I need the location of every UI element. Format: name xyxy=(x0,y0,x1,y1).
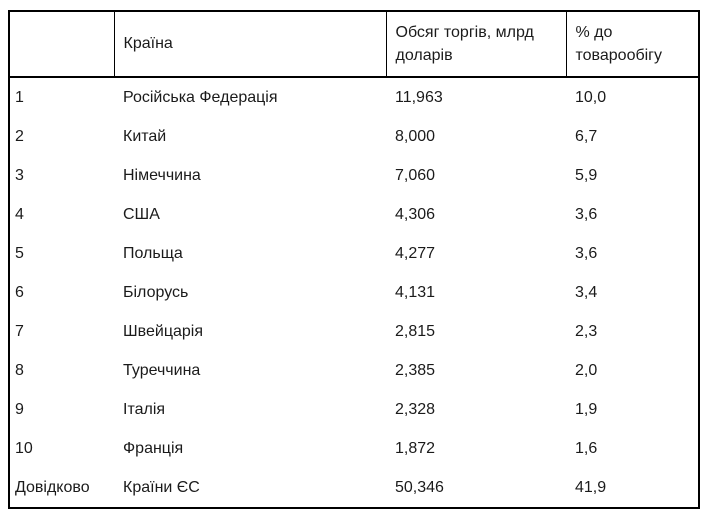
table-row: 1 Російська Федерація 11,963 10,0 xyxy=(9,77,699,117)
cell-rank: 2 xyxy=(15,127,24,145)
cell-rank: 1 xyxy=(15,88,24,106)
cell-volume: 4,306 xyxy=(395,205,436,223)
cell-country: Франція xyxy=(123,439,184,457)
cell-percent: 6,7 xyxy=(575,127,598,145)
table-row: 4 США 4,306 3,6 xyxy=(9,195,699,234)
table-row: 3 Німеччина 7,060 5,9 xyxy=(9,156,699,195)
cell-country: Швейцарія xyxy=(123,322,203,340)
cell-percent: 2,0 xyxy=(575,361,598,379)
header-cell-volume: Обсяг торгів, млрд доларів xyxy=(385,10,567,78)
cell-country: Країни ЄС xyxy=(123,478,200,496)
cell-volume: 2,385 xyxy=(395,361,436,379)
table-row: 9 Італія 2,328 1,9 xyxy=(9,390,699,429)
cell-volume: 2,328 xyxy=(395,400,436,418)
cell-rank: Довідково xyxy=(15,478,90,496)
cell-percent: 10,0 xyxy=(575,88,607,106)
cell-volume: 2,815 xyxy=(395,322,436,340)
cell-rank: 4 xyxy=(15,205,24,223)
cell-percent: 5,9 xyxy=(575,166,598,184)
table-row: 2 Китай 8,000 6,7 xyxy=(9,117,699,156)
cell-percent: 3,4 xyxy=(575,283,598,301)
cell-rank: 6 xyxy=(15,283,24,301)
table-header: Країна Обсяг торгів, млрд доларів % до т… xyxy=(8,10,700,78)
cell-rank: 7 xyxy=(15,322,24,340)
cell-rank: 3 xyxy=(15,166,24,184)
cell-volume: 4,277 xyxy=(395,244,436,262)
cell-volume: 11,963 xyxy=(395,88,443,106)
cell-country: Російська Федерація xyxy=(123,88,278,106)
table-body: 1 Російська Федерація 11,963 10,0 2 Китай 8,00… xyxy=(9,77,699,508)
cell-volume: 1,872 xyxy=(395,439,436,457)
table-row: 10 Франція 1,872 1,6 xyxy=(9,429,699,468)
cell-country: Німеччина xyxy=(123,166,201,184)
table-row: 5 Польща 4,277 3,6 xyxy=(9,234,699,273)
table-row: 8 Туреччина 2,385 2,0 xyxy=(9,351,699,390)
cell-volume: 7,060 xyxy=(395,166,436,184)
cell-volume: 50,346 xyxy=(395,478,444,496)
table-row: 6 Білорусь 4,131 3,4 xyxy=(9,273,699,312)
header-row: Країна Обсяг торгів, млрд доларів % до т… xyxy=(8,10,700,78)
cell-percent: 3,6 xyxy=(575,205,598,223)
cell-percent: 41,9 xyxy=(575,478,607,496)
cell-rank: 8 xyxy=(15,361,24,379)
cell-country: Китай xyxy=(123,127,167,145)
table-row: 7 Швейцарія 2,815 2,3 xyxy=(9,312,699,351)
cell-country: США xyxy=(123,205,160,223)
table-row: Довідково Країни ЄС 50,346 41,9 xyxy=(9,468,699,508)
cell-volume: 4,131 xyxy=(395,283,436,301)
cell-rank: 5 xyxy=(15,244,24,262)
cell-volume: 8,000 xyxy=(395,127,436,145)
cell-rank: 10 xyxy=(15,439,33,457)
cell-percent: 3,6 xyxy=(575,244,598,262)
cell-country: Білорусь xyxy=(123,283,189,301)
cell-percent: 2,3 xyxy=(575,322,598,340)
cell-country: Італія xyxy=(123,400,166,418)
header-cell-rank xyxy=(8,10,115,78)
trade-partners-table: Країна Обсяг торгів, млрд доларів % до т… xyxy=(8,10,700,509)
cell-country: Туреччина xyxy=(123,361,201,379)
header-cell-country: Країна xyxy=(113,10,387,78)
cell-rank: 9 xyxy=(15,400,24,418)
cell-percent: 1,6 xyxy=(575,439,598,457)
cell-country: Польща xyxy=(123,244,183,262)
cell-percent: 1,9 xyxy=(575,400,598,418)
header-cell-percent: % до товарообігу xyxy=(565,10,700,78)
